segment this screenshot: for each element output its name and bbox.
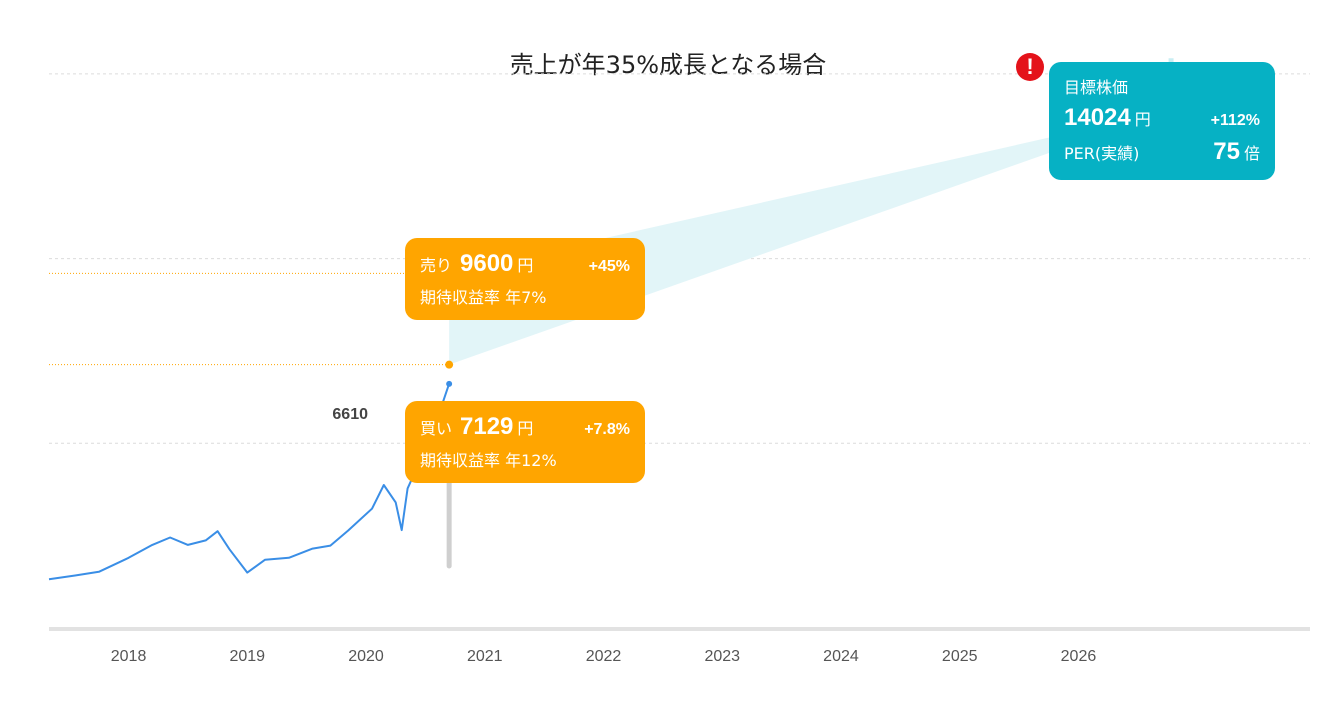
x-tick-label: 2021 — [467, 648, 503, 665]
sell-price: 9600 — [460, 250, 514, 277]
per-label: PER(実績) — [1064, 144, 1140, 163]
target-title: 目標株価 — [1064, 78, 1129, 97]
price-line — [48, 383, 451, 581]
per-value: 75 — [1213, 138, 1240, 165]
exclamation-circle-icon[interactable]: ! — [1016, 53, 1044, 81]
buy-point — [445, 360, 454, 369]
x-tick-label: 2022 — [586, 648, 622, 665]
x-tick-label: 2023 — [704, 648, 740, 665]
current-price-label: 6610 — [332, 406, 368, 423]
current-point — [446, 380, 453, 387]
buy-expected-return: 期待収益率 年12% — [420, 451, 557, 470]
buy-price: 7129 — [460, 413, 514, 440]
target-unit: 円 — [1134, 110, 1151, 129]
x-tick-label: 2026 — [1061, 648, 1097, 665]
x-tick-label: 2018 — [111, 648, 147, 665]
chart-title: 売上が年35%成長となる場合 — [510, 51, 827, 79]
sell-card: 売り 9600 円 +45% 期待収益率 年7% — [405, 238, 645, 320]
price-series — [48, 383, 451, 581]
sell-change: +45% — [588, 258, 630, 275]
target-price: 14024 — [1064, 104, 1131, 131]
buy-label: 買い — [420, 419, 453, 438]
x-tick-label: 2020 — [348, 648, 384, 665]
target-change: +112% — [1210, 112, 1260, 129]
buy-card: 買い 7129 円 +7.8% 期待収益率 年12% — [405, 401, 645, 483]
target-card: 目標株価 14024 円 +112% PER(実績) 75 倍 — [1049, 62, 1275, 180]
guide-lines — [49, 272, 450, 366]
per-unit: 倍 — [1243, 144, 1260, 163]
x-tick-label: 2024 — [823, 648, 859, 665]
sell-expected-return: 期待収益率 年7% — [420, 288, 547, 307]
buy-change: +7.8% — [584, 421, 630, 438]
x-tick-labels: 2018 2019 2020 2021 2022 2023 2024 2025 2026 — [111, 648, 1097, 665]
x-tick-label: 2025 — [942, 648, 978, 665]
buy-unit: 円 — [517, 419, 534, 438]
sell-label: 売り — [420, 256, 453, 275]
x-tick-label: 2019 — [229, 648, 265, 665]
sell-unit: 円 — [517, 256, 534, 275]
